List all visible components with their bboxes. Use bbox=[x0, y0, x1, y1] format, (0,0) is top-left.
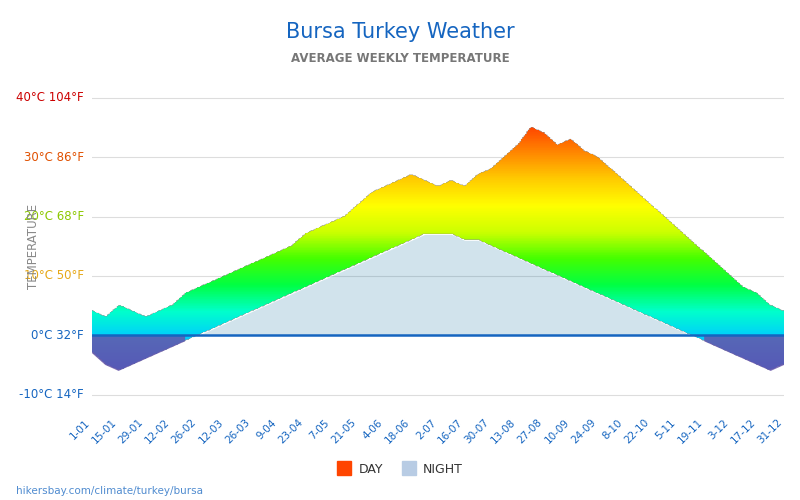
Text: 0°C 32°F: 0°C 32°F bbox=[31, 329, 84, 342]
Text: 10°C 50°F: 10°C 50°F bbox=[24, 270, 84, 282]
Text: Bursa Turkey Weather: Bursa Turkey Weather bbox=[286, 22, 514, 42]
Text: 40°C 104°F: 40°C 104°F bbox=[16, 92, 84, 104]
Text: -10°C 14°F: -10°C 14°F bbox=[19, 388, 84, 401]
Text: 20°C 68°F: 20°C 68°F bbox=[23, 210, 84, 223]
Text: hikersbay.com/climate/turkey/bursa: hikersbay.com/climate/turkey/bursa bbox=[16, 486, 203, 496]
Text: AVERAGE WEEKLY TEMPERATURE: AVERAGE WEEKLY TEMPERATURE bbox=[290, 52, 510, 66]
Text: TEMPERATURE: TEMPERATURE bbox=[26, 204, 40, 289]
Text: 30°C 86°F: 30°C 86°F bbox=[24, 150, 84, 164]
Legend: DAY, NIGHT: DAY, NIGHT bbox=[332, 458, 468, 481]
